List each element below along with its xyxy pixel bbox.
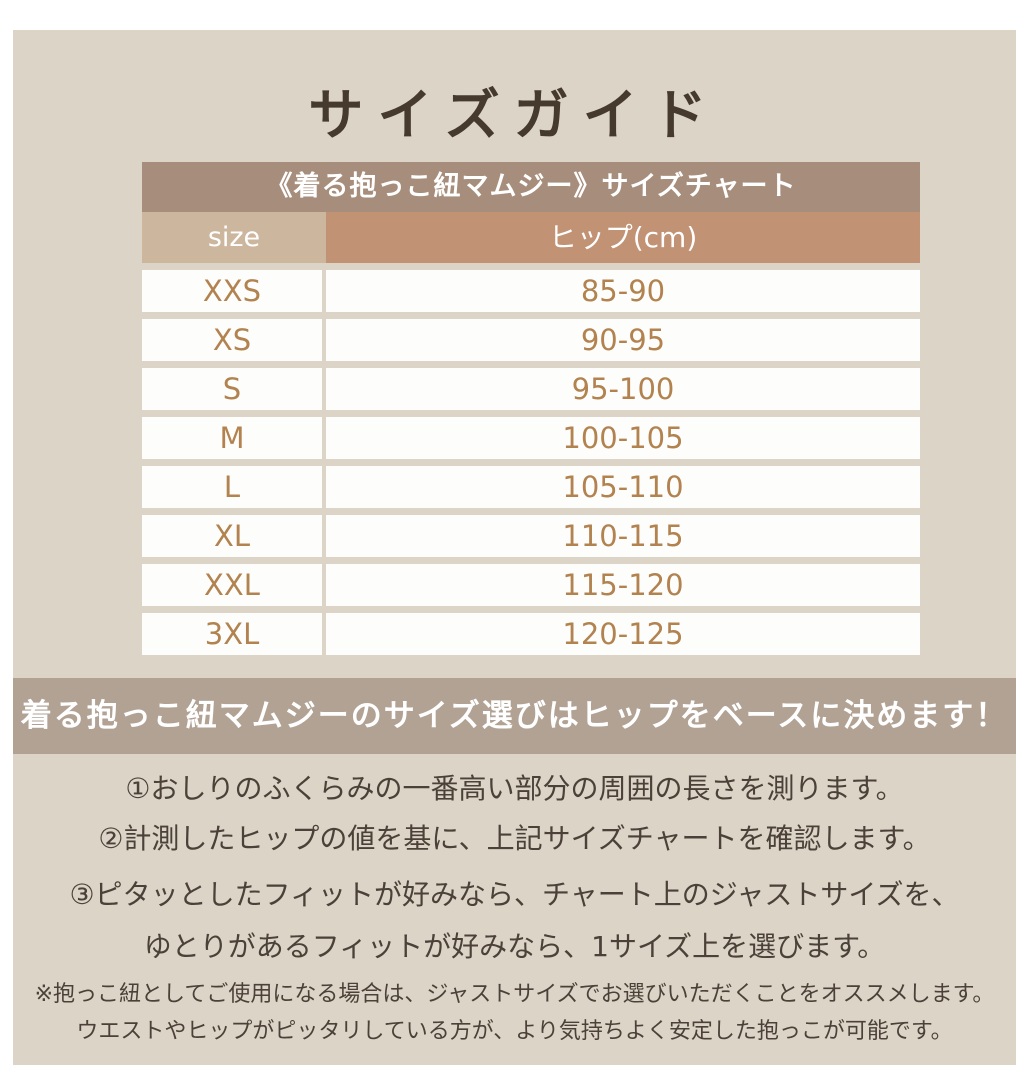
hip-cell: 95-100 — [326, 368, 920, 410]
size-chart-title: 《着る抱っこ紐マムジー》サイズチャート — [142, 162, 920, 212]
size-cell: XL — [142, 515, 322, 557]
hip-cell: 110-115 — [326, 515, 920, 557]
size-cell: L — [142, 466, 322, 508]
usage-note-line-2: ウエストやヒップがピッタリしている方が、より気持ちよく安定した抱っこが可能です。 — [76, 1019, 953, 1044]
hip-cell: 115-120 — [326, 564, 920, 606]
size-cell: XXS — [142, 270, 322, 312]
column-header-hip: ヒップ(cm) — [326, 212, 920, 263]
column-header-size: size — [142, 212, 326, 263]
size-cell: XXL — [142, 564, 322, 606]
page-title: サイズガイド — [308, 83, 721, 147]
table-row: L 105-110 — [142, 466, 920, 508]
hip-base-banner: 着る抱っこ紐マムジーのサイズ選びはヒップをベースに決めます！ — [13, 678, 1016, 754]
instruction-step-2: ②計測したヒップの値を基に、上記サイズチャートを確認します。 — [98, 822, 931, 855]
size-cell: XS — [142, 319, 322, 361]
instruction-step-3: ③ピタッとしたフィットが好みなら、チャート上のジャストサイズを、 — [69, 878, 960, 911]
size-chart-header-row: size ヒップ(cm) — [142, 212, 920, 263]
hip-cell: 105-110 — [326, 466, 920, 508]
hip-cell: 120-125 — [326, 613, 920, 655]
table-row: 3XL 120-125 — [142, 613, 920, 655]
table-row: XXS 85-90 — [142, 270, 920, 312]
size-cell: M — [142, 417, 322, 459]
hip-cell: 90-95 — [326, 319, 920, 361]
content-panel: サイズガイド 《着る抱っこ紐マムジー》サイズチャート size ヒップ(cm) … — [13, 30, 1016, 1065]
table-row: XXL 115-120 — [142, 564, 920, 606]
instruction-step-3-continued: ゆとりがあるフィットが好みなら、1サイズ上を選びます。 — [143, 930, 886, 963]
table-row: XL 110-115 — [142, 515, 920, 557]
table-row: M 100-105 — [142, 417, 920, 459]
hip-cell: 85-90 — [326, 270, 920, 312]
hip-cell: 100-105 — [326, 417, 920, 459]
size-chart-table: 《着る抱っこ紐マムジー》サイズチャート size ヒップ(cm) XXS 85-… — [142, 162, 920, 655]
usage-note-line-1: ※抱っこ紐としてご使用になる場合は、ジャストサイズでお選びいただくことをオススメ… — [34, 982, 995, 1007]
size-cell: S — [142, 368, 322, 410]
instruction-step-1: ①おしりのふくらみの一番高い部分の周囲の長さを測ります。 — [125, 772, 904, 805]
size-cell: 3XL — [142, 613, 322, 655]
table-row: XS 90-95 — [142, 319, 920, 361]
table-row: S 95-100 — [142, 368, 920, 410]
